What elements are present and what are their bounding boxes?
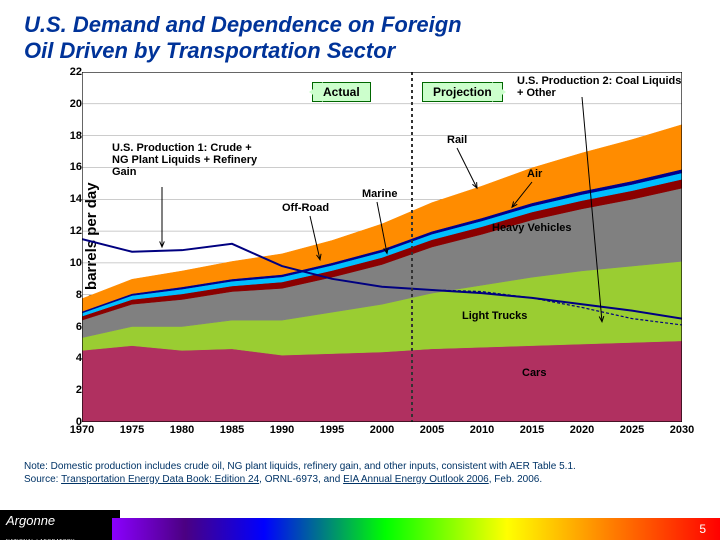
chart-svg xyxy=(82,72,682,422)
label-rail: Rail xyxy=(447,134,467,146)
projection-pill: Projection xyxy=(422,82,503,102)
label-production-2: U.S. Production 2: Coal Liquids + Other xyxy=(517,75,687,99)
title-line-2: Oil Driven by Transportation Sector xyxy=(24,38,462,64)
argonne-logo: Argonne NATIONAL LABORATORY xyxy=(0,510,120,540)
x-axis: 1970197519801985199019952000200520102015… xyxy=(82,424,682,444)
y-axis: 0246810121416182022 xyxy=(64,72,82,422)
label-air: Air xyxy=(527,168,542,180)
note-line-1: Note: Domestic production includes crude… xyxy=(24,460,576,473)
footnote: Note: Domestic production includes crude… xyxy=(24,460,576,486)
label-lighttrucks: Light Trucks xyxy=(462,310,527,322)
label-marine: Marine xyxy=(362,188,397,200)
footer: Argonne NATIONAL LABORATORY 5 xyxy=(0,510,720,540)
label-production-1: U.S. Production 1: Crude + NG Plant Liqu… xyxy=(112,142,262,178)
plot-area: Actual Projection U.S. Production 1: Cru… xyxy=(82,72,682,422)
slide: U.S. Demand and Dependence on Foreign Oi… xyxy=(0,0,720,540)
label-heavy: Heavy Vehicles xyxy=(492,222,572,234)
label-cars: Cars xyxy=(522,367,546,379)
page-number: 5 xyxy=(699,522,706,536)
chart: Million barrels per day 0246810121416182… xyxy=(24,72,696,452)
label-offroad: Off-Road xyxy=(282,202,329,214)
title-line-1: U.S. Demand and Dependence on Foreign xyxy=(24,12,462,38)
rainbow-bar xyxy=(112,518,720,540)
slide-title: U.S. Demand and Dependence on Foreign Oi… xyxy=(24,12,462,64)
logo-main: Argonne xyxy=(6,513,55,528)
note-line-2: Source: Transportation Energy Data Book:… xyxy=(24,473,576,486)
actual-pill: Actual xyxy=(312,82,371,102)
